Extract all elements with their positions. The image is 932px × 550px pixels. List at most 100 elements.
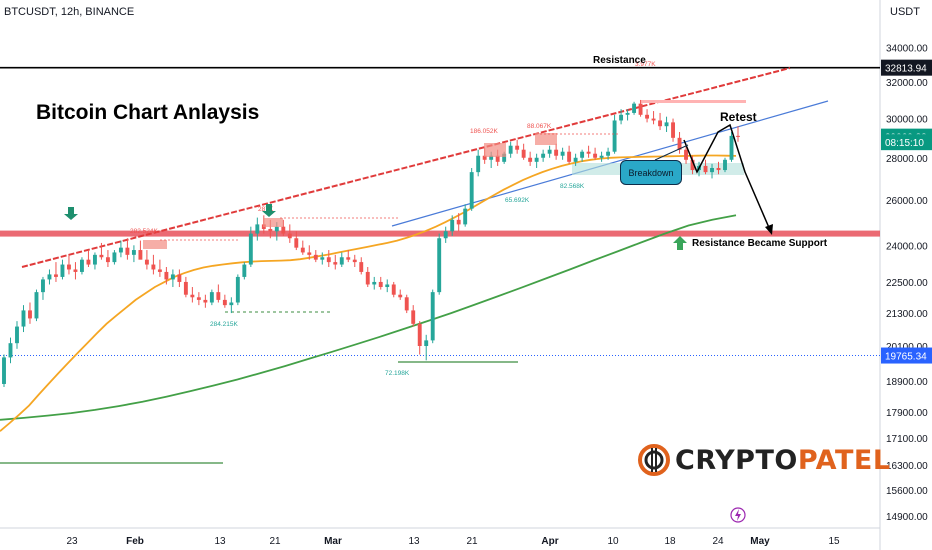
candle-body[interactable] (612, 120, 617, 152)
candle-body[interactable] (664, 122, 669, 127)
candle-body[interactable] (177, 274, 182, 282)
candle-body[interactable] (586, 151, 591, 154)
candle-body[interactable] (411, 310, 416, 324)
candle-body[interactable] (60, 264, 65, 277)
candle-body[interactable] (8, 343, 13, 358)
candle-body[interactable] (710, 167, 714, 173)
candle-body[interactable] (729, 135, 734, 160)
candle-body[interactable] (92, 254, 97, 265)
candle-body[interactable] (424, 340, 429, 347)
candle-body[interactable] (339, 257, 344, 265)
candle-body[interactable] (112, 252, 117, 263)
candle-body[interactable] (417, 323, 422, 347)
candle-body[interactable] (125, 247, 130, 255)
candle-body[interactable] (300, 247, 305, 253)
candle-body[interactable] (554, 149, 559, 156)
candle-body[interactable] (196, 297, 201, 300)
candle-body[interactable] (67, 264, 71, 270)
candle-body[interactable] (131, 250, 136, 255)
candle-body[interactable] (378, 281, 383, 288)
candle-body[interactable] (476, 155, 481, 173)
candle-body[interactable] (164, 271, 169, 280)
candle-body[interactable] (268, 228, 273, 232)
candle-body[interactable] (105, 257, 110, 263)
candle-body[interactable] (632, 103, 637, 113)
candle-body[interactable] (79, 259, 84, 272)
candle-body[interactable] (352, 259, 357, 263)
candle-body[interactable] (443, 231, 448, 239)
candle-body[interactable] (235, 276, 240, 303)
candle-body[interactable] (248, 233, 253, 265)
candle-body[interactable] (190, 294, 195, 298)
candle-body[interactable] (437, 238, 442, 293)
candle-body[interactable] (274, 226, 279, 232)
candle-body[interactable] (690, 159, 695, 171)
candle-body[interactable] (495, 155, 500, 162)
candle-body[interactable] (560, 151, 565, 156)
candle-body[interactable] (320, 257, 325, 260)
candle-body[interactable] (580, 151, 585, 158)
candle-body[interactable] (599, 155, 604, 158)
candle-body[interactable] (281, 226, 286, 234)
candle-body[interactable] (359, 262, 364, 272)
candle-body[interactable] (2, 357, 6, 384)
candle-body[interactable] (138, 250, 143, 260)
candle-body[interactable] (365, 271, 370, 285)
candle-body[interactable] (456, 219, 461, 225)
candle-body[interactable] (47, 274, 52, 280)
candle-body[interactable] (515, 145, 520, 150)
candle-body[interactable] (203, 299, 208, 303)
candle-body[interactable] (294, 238, 299, 248)
candle-body[interactable] (229, 302, 234, 306)
candle-body[interactable] (313, 254, 318, 260)
candle-body[interactable] (170, 274, 175, 280)
candle-body[interactable] (541, 153, 546, 158)
candle-body[interactable] (54, 274, 58, 277)
candle-body[interactable] (469, 172, 474, 209)
candle-body[interactable] (619, 114, 624, 121)
lightning-icon[interactable] (730, 507, 746, 523)
candle-body[interactable] (41, 279, 45, 293)
candle-body[interactable] (638, 103, 643, 115)
candle-body[interactable] (567, 151, 572, 162)
candle-body[interactable] (255, 224, 260, 234)
candle-body[interactable] (625, 112, 630, 115)
candle-body[interactable] (21, 310, 26, 327)
candle-body[interactable] (183, 281, 188, 295)
candle-body[interactable] (398, 294, 403, 298)
candle-body[interactable] (86, 259, 91, 265)
candle-body[interactable] (372, 281, 377, 285)
candle-body[interactable] (151, 264, 156, 270)
candle-body[interactable] (606, 151, 611, 156)
candle-body[interactable] (703, 165, 708, 173)
candle-body[interactable] (716, 167, 721, 171)
candle-body[interactable] (242, 264, 247, 277)
candle-body[interactable] (463, 208, 468, 225)
candle-body[interactable] (482, 155, 487, 160)
candle-body[interactable] (385, 284, 390, 288)
candle-body[interactable] (677, 137, 682, 150)
candle-body[interactable] (307, 252, 312, 255)
candle-body[interactable] (502, 153, 507, 162)
candle-body[interactable] (521, 149, 526, 158)
candle-body[interactable] (404, 297, 409, 311)
candle-body[interactable] (450, 219, 455, 232)
candle-body[interactable] (346, 257, 351, 260)
candle-body[interactable] (326, 257, 331, 263)
candle-body[interactable] (118, 247, 123, 253)
candle-body[interactable] (528, 157, 533, 162)
candle-body[interactable] (736, 135, 740, 137)
candle-body[interactable] (593, 153, 598, 158)
candle-body[interactable] (534, 157, 539, 162)
candle-body[interactable] (333, 262, 338, 265)
candle-body[interactable] (723, 159, 727, 171)
candle-body[interactable] (645, 114, 650, 119)
candle-body[interactable] (209, 292, 214, 303)
candle-body[interactable] (430, 292, 435, 341)
candle-body[interactable] (287, 233, 292, 239)
candle-body[interactable] (216, 292, 221, 300)
candle-body[interactable] (34, 292, 39, 319)
candle-body[interactable] (508, 145, 513, 154)
candle-body[interactable] (99, 254, 104, 258)
